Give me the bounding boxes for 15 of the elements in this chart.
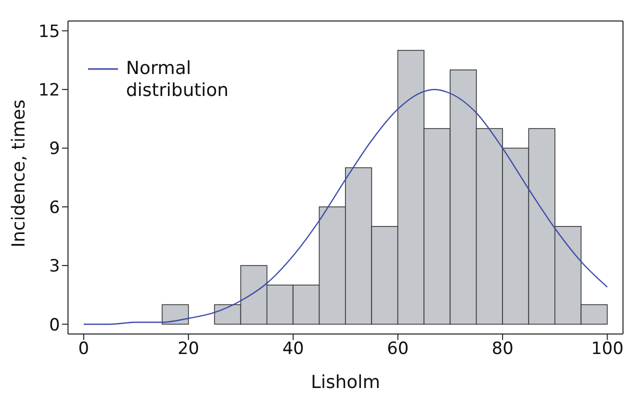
x-tick-label: 80 [492,339,514,360]
x-tick-label: 40 [282,339,304,360]
x-tick-label: 0 [78,339,90,360]
x-tick-label: 20 [178,339,200,360]
x-axis-title: Lisholm [310,372,380,393]
x-tick-label: 100 [591,339,624,360]
y-tick-label: 3 [49,256,60,277]
legend-label: Normal distribution [126,58,230,102]
y-tick-label: 0 [49,315,60,336]
y-tick-label: 6 [49,198,60,218]
y-tick-label: 15 [38,22,60,42]
y-axis-title: Incidence, times [8,100,30,248]
y-tick-label: 9 [49,139,60,160]
x-tick-label: 60 [387,339,409,360]
y-tick-label: 12 [38,80,60,101]
